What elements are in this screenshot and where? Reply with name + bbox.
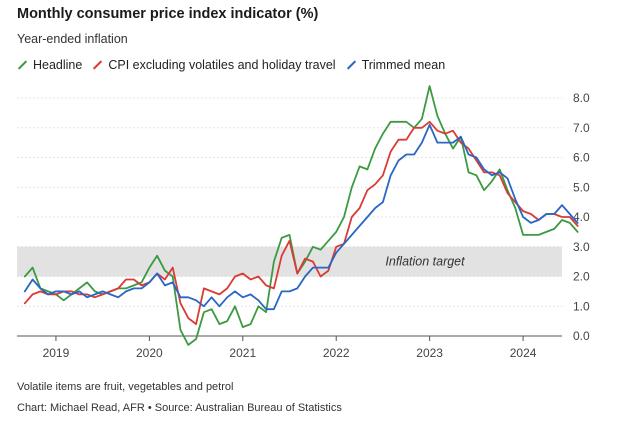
y-axis-ticks: 0.0 1.0 2.0 3.0 4.0 5.0 6.0 7.0 8.0 bbox=[573, 91, 590, 343]
y-tick-label: 5.0 bbox=[573, 180, 590, 194]
target-band-label: Inflation target bbox=[385, 255, 465, 269]
legend-item-trimmed-mean: Trimmed mean bbox=[346, 58, 446, 72]
gridlines bbox=[17, 97, 562, 307]
legend-item-headline: Headline bbox=[17, 58, 82, 72]
legend-label-headline: Headline bbox=[33, 58, 83, 72]
y-tick-label: 1.0 bbox=[573, 299, 590, 313]
y-tick-label: 0.0 bbox=[573, 329, 590, 343]
source-note: Chart: Michael Read, AFR • Source: Austr… bbox=[17, 402, 342, 414]
x-tick-label: 2022 bbox=[323, 346, 350, 360]
y-tick-label: 7.0 bbox=[573, 121, 590, 135]
chart-subtitle: Year-ended inflation bbox=[17, 32, 128, 46]
y-tick-label: 6.0 bbox=[573, 151, 590, 165]
y-tick-label: 4.0 bbox=[573, 210, 590, 224]
x-tick-label: 2024 bbox=[510, 346, 537, 360]
legend-label-trimmed-mean: Trimmed mean bbox=[361, 58, 446, 72]
x-tick-label: 2019 bbox=[43, 346, 70, 360]
y-tick-label: 3.0 bbox=[573, 240, 590, 254]
target-band bbox=[17, 246, 562, 277]
x-tick-label: 2023 bbox=[416, 346, 443, 360]
x-axis: 2019 2020 2021 2022 2023 2024 bbox=[17, 335, 562, 360]
y-tick-label: 2.0 bbox=[573, 270, 590, 284]
legend: Headline CPI excluding volatiles and hol… bbox=[17, 58, 445, 72]
series-line-cpi-excluding-volatiles-and-holiday-travel bbox=[23, 120, 579, 325]
series-lines bbox=[23, 85, 579, 346]
target-band-layer: Inflation target bbox=[17, 246, 562, 277]
chart-title: Monthly consumer price index indicator (… bbox=[17, 6, 319, 22]
legend-item-cpi-excluding-volatiles: CPI excluding volatiles and holiday trav… bbox=[92, 58, 336, 72]
x-tick-label: 2021 bbox=[229, 346, 256, 360]
y-tick-label: 8.0 bbox=[573, 91, 590, 105]
footnote: Volatile items are fruit, vegetables and… bbox=[17, 381, 234, 393]
series-line-trimmed-mean bbox=[23, 123, 579, 311]
x-tick-label: 2020 bbox=[136, 346, 163, 360]
legend-label-cpi-excluding-volatiles: CPI excluding volatiles and holiday trav… bbox=[108, 58, 336, 72]
